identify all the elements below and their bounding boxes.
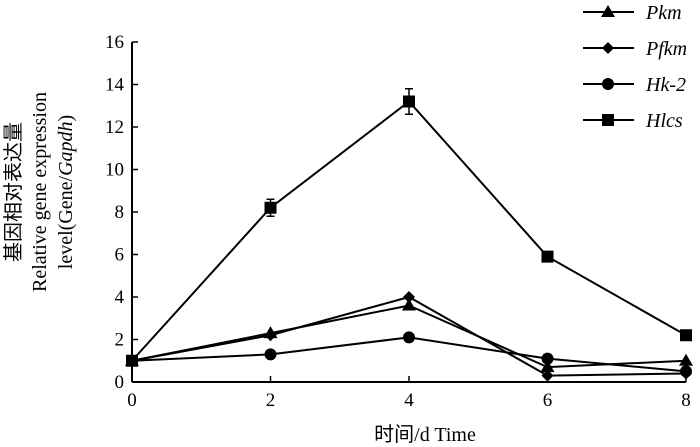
legend-label-pkm: Pkm — [645, 2, 682, 24]
y-axis-title-line2-a: level(Gene/ — [55, 175, 77, 269]
y-tick-label: 16 — [105, 32, 124, 53]
y-tick-label: 2 — [115, 330, 125, 351]
x-tick-label: 8 — [681, 390, 691, 411]
data-point-hlcs — [264, 201, 277, 214]
data-point-pkm — [540, 360, 555, 373]
data-point-hk-2 — [541, 352, 554, 365]
series-line-hlcs — [131, 100, 687, 362]
data-point-hlcs — [403, 95, 415, 108]
x-axis-title: 时间/d Time — [374, 423, 476, 446]
data-point-hk-2 — [680, 365, 692, 378]
data-point-hk-2 — [403, 331, 415, 344]
y-tick-label: 6 — [115, 245, 125, 266]
y-axis-title: 基因相对表达量 Relative gene expression level(G… — [2, 92, 77, 292]
legend-marker-pfkm — [602, 42, 614, 54]
y-tick-label: 12 — [105, 117, 124, 138]
legend-item-pkm: Pkm — [583, 2, 682, 24]
data-point-pkm — [679, 353, 693, 366]
legend-label-hlcs: Hlcs — [645, 110, 683, 132]
legend-item-hlcs: Hlcs — [583, 110, 683, 132]
y-tick-label: 10 — [105, 160, 124, 181]
x-tick-label: 6 — [543, 390, 553, 411]
data-point-pfkm — [403, 291, 415, 303]
data-point-hlcs — [126, 354, 138, 367]
data-point-hk-2 — [264, 348, 277, 361]
legend-label-hk-2: Hk-2 — [645, 74, 686, 96]
y-axis-title-line1: Relative gene expression — [29, 92, 51, 292]
series-hk-2 — [126, 331, 692, 378]
data-point-hlcs — [680, 329, 692, 342]
legend: Pkm Pfkm Hk-2 Hlcs — [583, 2, 687, 132]
y-tick-label: 8 — [115, 202, 125, 223]
data-point-hlcs — [541, 250, 554, 263]
series-layer — [125, 88, 693, 382]
y-tick-label: 4 — [115, 287, 125, 308]
legend-item-pfkm: Pfkm — [583, 38, 687, 60]
data-point-pfkm — [541, 369, 554, 382]
y-tick-label: 0 — [115, 372, 125, 393]
y-tick-label: 14 — [105, 75, 125, 96]
series-hlcs — [126, 88, 692, 367]
y-axis-title-cn: 基因相对表达量 — [2, 122, 25, 262]
y-axis-title-gene: Gapdh — [55, 121, 77, 175]
y-axis-title-line2: level(Gene/Gapdh) — [55, 115, 77, 269]
legend-label-pfkm: Pfkm — [645, 38, 687, 60]
legend-marker-hk-2 — [602, 78, 614, 90]
legend-marker-pkm — [601, 5, 615, 17]
axes: 0 2 4 6 8 0 2 4 6 8 10 12 14 16 — [105, 32, 691, 411]
legend-item-hk-2: Hk-2 — [583, 74, 686, 96]
data-point-pkm — [402, 298, 416, 311]
legend-marker-hlcs — [602, 114, 614, 126]
data-point-pfkm — [264, 329, 277, 342]
x-tick-label: 2 — [266, 390, 276, 411]
x-tick-label: 4 — [404, 390, 414, 411]
y-axis-title-line2-c: ) — [55, 115, 77, 122]
x-tick-label: 0 — [127, 390, 137, 411]
